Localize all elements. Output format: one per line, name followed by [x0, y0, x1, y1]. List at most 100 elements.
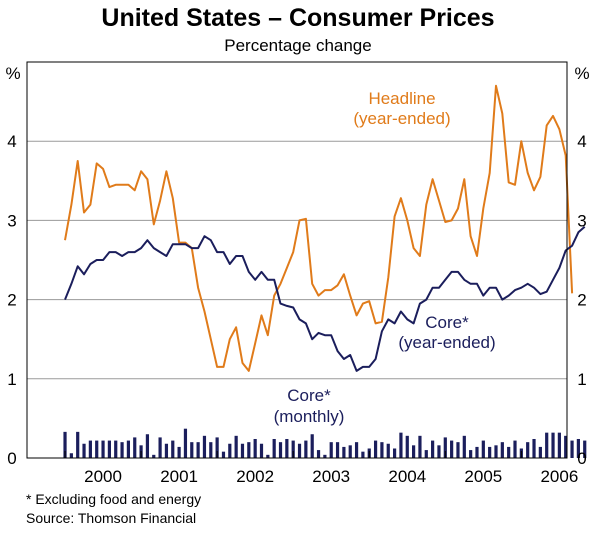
- x-tick-2001: 2001: [160, 467, 198, 486]
- bar-core-monthly-6: [101, 440, 105, 458]
- core-year-ended-line: [64, 225, 586, 372]
- bar-core-monthly-32: [266, 454, 270, 458]
- y-tick-right-0: 0: [577, 449, 586, 468]
- y-tick-left-4: 4: [7, 132, 16, 151]
- bar-core-monthly-15: [158, 437, 162, 458]
- bar-core-monthly-19: [183, 428, 188, 458]
- x-tick-2003: 2003: [312, 467, 350, 486]
- gridlines: [27, 140, 567, 380]
- axes: 0 0 1 1 2 2 3 3 4 4% % 2000 2001 2002 2003 2004 2005 2006: [5, 64, 589, 486]
- x-tick-2002: 2002: [236, 467, 274, 486]
- bar-core-monthly-59: [437, 445, 441, 458]
- bar-core-monthly-14: [152, 454, 156, 458]
- bar-core-monthly-81: [576, 438, 580, 458]
- bar-core-monthly-67: [488, 446, 492, 458]
- bar-core-monthly-11: [133, 437, 137, 458]
- bar-core-monthly-52: [392, 448, 397, 458]
- bar-core-monthly-56: [418, 435, 422, 458]
- headline-label: Headline: [368, 89, 435, 108]
- bar-core-monthly-55: [412, 445, 416, 458]
- y-tick-right-1: 1: [577, 370, 586, 389]
- bar-core-monthly-44: [342, 446, 346, 458]
- bar-core-monthly-0: [63, 431, 67, 458]
- source-note: Source: Thomson Financial: [26, 510, 197, 526]
- bar-core-monthly-10: [126, 440, 131, 458]
- y-tick-right-2: 2: [577, 291, 586, 310]
- bar-core-monthly-20: [190, 442, 194, 458]
- bar-core-monthly-28: [240, 443, 245, 458]
- core-monthly-label: Core*: [287, 386, 331, 405]
- x-tick-2005: 2005: [464, 467, 502, 486]
- bar-core-monthly-75: [538, 446, 542, 458]
- bar-core-monthly-8: [114, 440, 118, 458]
- y-tick-left-2: 2: [7, 291, 16, 310]
- bar-core-monthly-49: [373, 440, 378, 458]
- bar-core-monthly-35: [285, 438, 289, 458]
- bar-core-monthly-13: [145, 434, 150, 458]
- x-tick-2004: 2004: [388, 467, 426, 486]
- bar-core-monthly-36: [291, 440, 295, 458]
- bar-core-monthly-37: [297, 443, 302, 458]
- bar-core-monthly-61: [450, 440, 454, 458]
- bar-core-monthly-23: [209, 442, 213, 458]
- bar-core-monthly-47: [361, 451, 365, 458]
- bar-core-monthly-21: [196, 442, 200, 458]
- bar-core-monthly-43: [335, 442, 340, 458]
- bar-core-monthly-26: [228, 443, 232, 458]
- bar-core-monthly-71: [513, 440, 517, 458]
- y-tick-left-3: 3: [7, 211, 16, 230]
- y-tick-right-4: 4: [577, 132, 586, 151]
- core-label: Core*: [425, 313, 469, 332]
- bar-core-monthly-29: [247, 442, 251, 458]
- bar-core-monthly-66: [481, 440, 485, 458]
- bar-core-monthly-62: [456, 442, 460, 458]
- bar-core-monthly-42: [329, 442, 333, 458]
- bar-core-monthly-39: [310, 434, 314, 458]
- bar-core-monthly-16: [164, 443, 169, 458]
- bar-core-monthly-53: [399, 432, 403, 458]
- bar-core-monthly-57: [424, 450, 428, 458]
- bar-core-monthly-31: [259, 443, 264, 458]
- bar-core-monthly-54: [405, 435, 409, 458]
- bar-core-monthly-7: [107, 440, 111, 458]
- bar-core-monthly-5: [95, 440, 99, 458]
- series-lines: [64, 84, 586, 372]
- bar-core-monthly-68: [494, 445, 498, 458]
- core-sublabel: (year-ended): [398, 333, 495, 352]
- x-tick-2000: 2000: [84, 467, 122, 486]
- bar-core-monthly-1: [69, 453, 73, 458]
- bar-core-monthly-80: [570, 440, 574, 458]
- chart-subtitle: Percentage change: [224, 36, 372, 55]
- bar-core-monthly-70: [507, 446, 511, 458]
- bar-core-monthly-73: [526, 442, 530, 458]
- bar-core-monthly-50: [380, 442, 384, 458]
- bar-core-monthly-22: [202, 435, 207, 458]
- bar-core-monthly-74: [532, 438, 536, 458]
- bar-core-monthly-78: [557, 432, 561, 458]
- footnote: * Excluding food and energy: [26, 491, 202, 507]
- y-tick-left-1: 1: [7, 370, 16, 389]
- y-unit-right: %: [574, 64, 589, 83]
- bar-core-monthly-2: [76, 431, 80, 458]
- core-monthly-sublabel: (monthly): [274, 407, 345, 426]
- bar-core-monthly-76: [545, 432, 549, 458]
- bar-core-monthly-17: [171, 440, 175, 458]
- bar-core-monthly-64: [469, 450, 473, 458]
- y-unit-left: %: [5, 64, 20, 83]
- bar-core-monthly-38: [304, 440, 308, 458]
- y-tick-right-3: 3: [577, 211, 586, 230]
- bar-core-monthly-9: [120, 442, 124, 458]
- headline-line: [64, 84, 574, 372]
- headline-sublabel: (year-ended): [353, 109, 450, 128]
- bar-core-monthly-58: [431, 440, 435, 458]
- y-tick-left-0: 0: [7, 449, 16, 468]
- plot-frame: [26, 61, 568, 459]
- bar-core-monthly-24: [215, 437, 219, 458]
- bar-core-monthly-63: [462, 435, 466, 458]
- bar-core-monthly-46: [354, 442, 359, 458]
- bar-core-monthly-33: [272, 438, 276, 458]
- bar-core-monthly-3: [82, 443, 86, 458]
- bar-core-monthly-79: [564, 435, 568, 458]
- bar-core-monthly-69: [500, 442, 504, 458]
